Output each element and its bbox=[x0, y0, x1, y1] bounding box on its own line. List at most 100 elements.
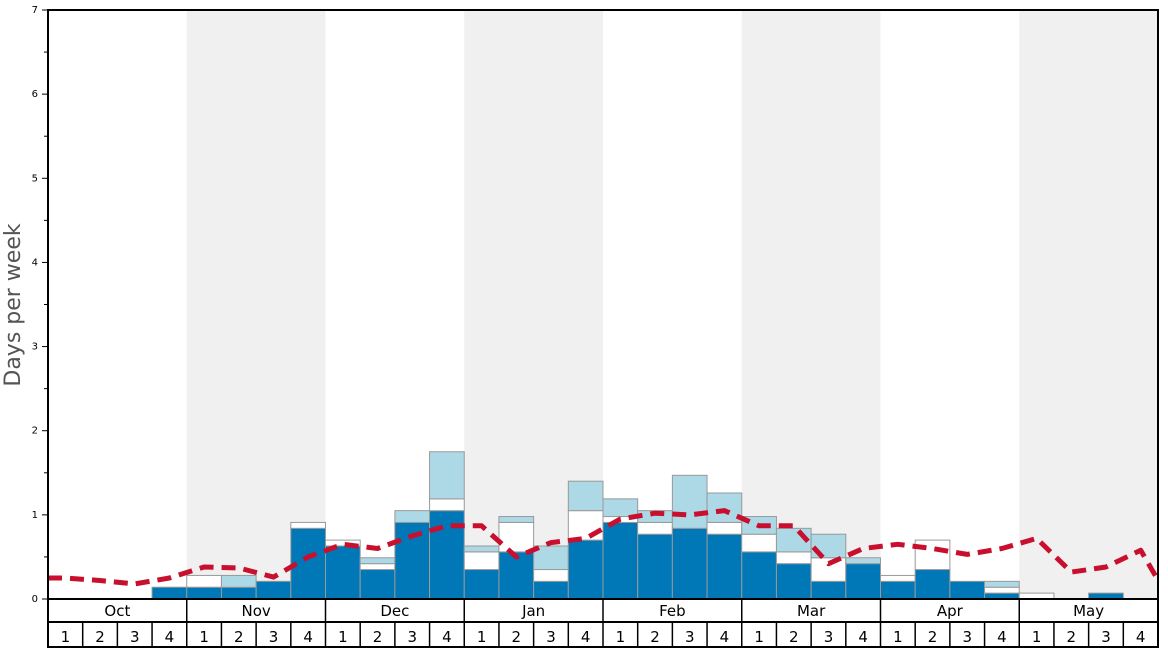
week-label-oct-2: 2 bbox=[95, 628, 105, 646]
week-label-nov-1: 1 bbox=[199, 628, 209, 646]
week-label-apr-1: 1 bbox=[893, 628, 903, 646]
average-line-layer bbox=[48, 508, 1161, 587]
bar-middle-week-5 bbox=[186, 574, 222, 588]
bar-top-week-19 bbox=[671, 474, 708, 529]
bar-middle-week-13 bbox=[463, 551, 500, 571]
bar-top-week-24 bbox=[845, 557, 881, 565]
bar-middle-week-21 bbox=[741, 533, 777, 553]
y-tick-label-6: 6 bbox=[32, 89, 38, 100]
week-label-apr-4: 4 bbox=[997, 628, 1007, 646]
bar-top-week-12 bbox=[429, 451, 465, 500]
month-shade-may bbox=[1019, 10, 1158, 599]
bar-top-week-23 bbox=[810, 533, 847, 559]
bar-bottom-week-13 bbox=[463, 569, 500, 600]
bar-top-week-10 bbox=[359, 557, 396, 565]
bar-bottom-week-26 bbox=[914, 569, 951, 600]
week-label-apr-3: 3 bbox=[962, 628, 972, 646]
week-label-may-3: 3 bbox=[1101, 628, 1111, 646]
bar-bottom-week-23 bbox=[810, 580, 847, 600]
bar-bottom-week-17 bbox=[602, 521, 639, 600]
bar-bottom-week-4 bbox=[151, 586, 188, 600]
bar-middle-week-18 bbox=[637, 521, 673, 535]
bar-middle-week-9 bbox=[325, 539, 361, 547]
bar-middle-week-28 bbox=[984, 586, 1020, 594]
bar-middle-week-10 bbox=[359, 563, 396, 571]
bar-middle-week-22 bbox=[775, 551, 812, 565]
week-label-apr-2: 2 bbox=[928, 628, 938, 646]
month-shade-nov bbox=[186, 10, 326, 599]
bar-bottom-week-6 bbox=[220, 586, 257, 600]
bar-bottom-week-10 bbox=[359, 569, 396, 600]
bar-middle-week-25 bbox=[880, 574, 916, 582]
week-label-mar-2: 2 bbox=[789, 628, 799, 646]
week-label-dec-2: 2 bbox=[373, 628, 383, 646]
month-shading bbox=[186, 10, 1158, 599]
y-tick-label-1: 1 bbox=[32, 510, 38, 521]
y-tick-label-7: 7 bbox=[32, 5, 38, 16]
month-label-oct: Oct bbox=[104, 602, 130, 620]
month-label-jan: Jan bbox=[521, 602, 545, 620]
week-label-dec-3: 3 bbox=[407, 628, 417, 646]
bar-bottom-week-20 bbox=[706, 533, 743, 600]
week-label-nov-2: 2 bbox=[234, 628, 244, 646]
bar-middle-week-12 bbox=[429, 498, 465, 512]
bar-middle-week-20 bbox=[706, 521, 743, 535]
bar-middle-week-14 bbox=[498, 521, 535, 553]
week-label-nov-3: 3 bbox=[269, 628, 279, 646]
bar-middle-week-15 bbox=[533, 569, 569, 582]
bar-top-week-13 bbox=[463, 545, 500, 553]
month-label-mar: Mar bbox=[797, 602, 826, 620]
y-tick-label-4: 4 bbox=[32, 257, 38, 268]
bar-bottom-week-24 bbox=[845, 563, 881, 600]
bar-top-week-20 bbox=[706, 492, 743, 523]
month-label-feb: Feb bbox=[659, 602, 686, 620]
x-axis: Oct 1 2 3 4 Nov 1 2 3 4 Dec 1 2 3 4 Jan 1 2 3 4 Feb 1 2 3 4 Mar 1 2… bbox=[47, 599, 1159, 648]
week-label-feb-2: 2 bbox=[650, 628, 660, 646]
y-tick-label-2: 2 bbox=[32, 426, 38, 437]
bar-top-week-6 bbox=[220, 574, 257, 588]
bar-bottom-week-18 bbox=[637, 533, 673, 600]
bar-bottom-week-9 bbox=[325, 545, 361, 600]
month-label-dec: Dec bbox=[380, 602, 409, 620]
week-label-oct-3: 3 bbox=[130, 628, 140, 646]
bar-bottom-week-19 bbox=[671, 527, 708, 600]
week-label-feb-3: 3 bbox=[685, 628, 695, 646]
bar-bottom-week-15 bbox=[533, 580, 569, 600]
average-line bbox=[48, 508, 1161, 587]
month-label-apr: Apr bbox=[937, 602, 964, 620]
week-label-feb-1: 1 bbox=[616, 628, 626, 646]
week-label-may-4: 4 bbox=[1136, 628, 1146, 646]
bar-top-week-17 bbox=[602, 498, 639, 518]
week-label-oct-1: 1 bbox=[61, 628, 71, 646]
bar-middle-week-16 bbox=[567, 510, 604, 541]
y-tick-label-3: 3 bbox=[32, 342, 38, 353]
week-label-feb-4: 4 bbox=[720, 628, 730, 646]
week-label-jan-2: 2 bbox=[512, 628, 522, 646]
y-tick-label-0: 0 bbox=[32, 594, 38, 605]
bar-top-week-11 bbox=[394, 510, 431, 523]
y-axis-label: Days per week bbox=[1, 223, 26, 386]
month-label-nov: Nov bbox=[241, 602, 270, 620]
week-label-mar-1: 1 bbox=[754, 628, 764, 646]
week-label-jan-1: 1 bbox=[477, 628, 487, 646]
bar-middle-week-8 bbox=[290, 521, 326, 529]
month-label-may: May bbox=[1073, 602, 1104, 620]
week-label-may-1: 1 bbox=[1032, 628, 1042, 646]
bar-bottom-week-5 bbox=[186, 586, 222, 600]
bar-bottom-week-25 bbox=[880, 580, 916, 600]
week-label-oct-4: 4 bbox=[165, 628, 175, 646]
y-tick-label-5: 5 bbox=[32, 173, 38, 184]
month-shade-mar bbox=[741, 10, 881, 599]
bar-bottom-week-22 bbox=[775, 563, 812, 600]
bar-bottom-week-27 bbox=[949, 580, 986, 600]
bar-top-week-14 bbox=[498, 516, 535, 523]
week-label-mar-3: 3 bbox=[824, 628, 834, 646]
bar-bottom-week-7 bbox=[255, 580, 292, 600]
week-label-dec-1: 1 bbox=[338, 628, 348, 646]
bar-top-week-16 bbox=[567, 480, 604, 512]
bar-top-week-28 bbox=[984, 580, 1020, 588]
week-label-mar-4: 4 bbox=[858, 628, 868, 646]
bar-bottom-week-21 bbox=[741, 551, 777, 600]
week-label-jan-3: 3 bbox=[546, 628, 556, 646]
